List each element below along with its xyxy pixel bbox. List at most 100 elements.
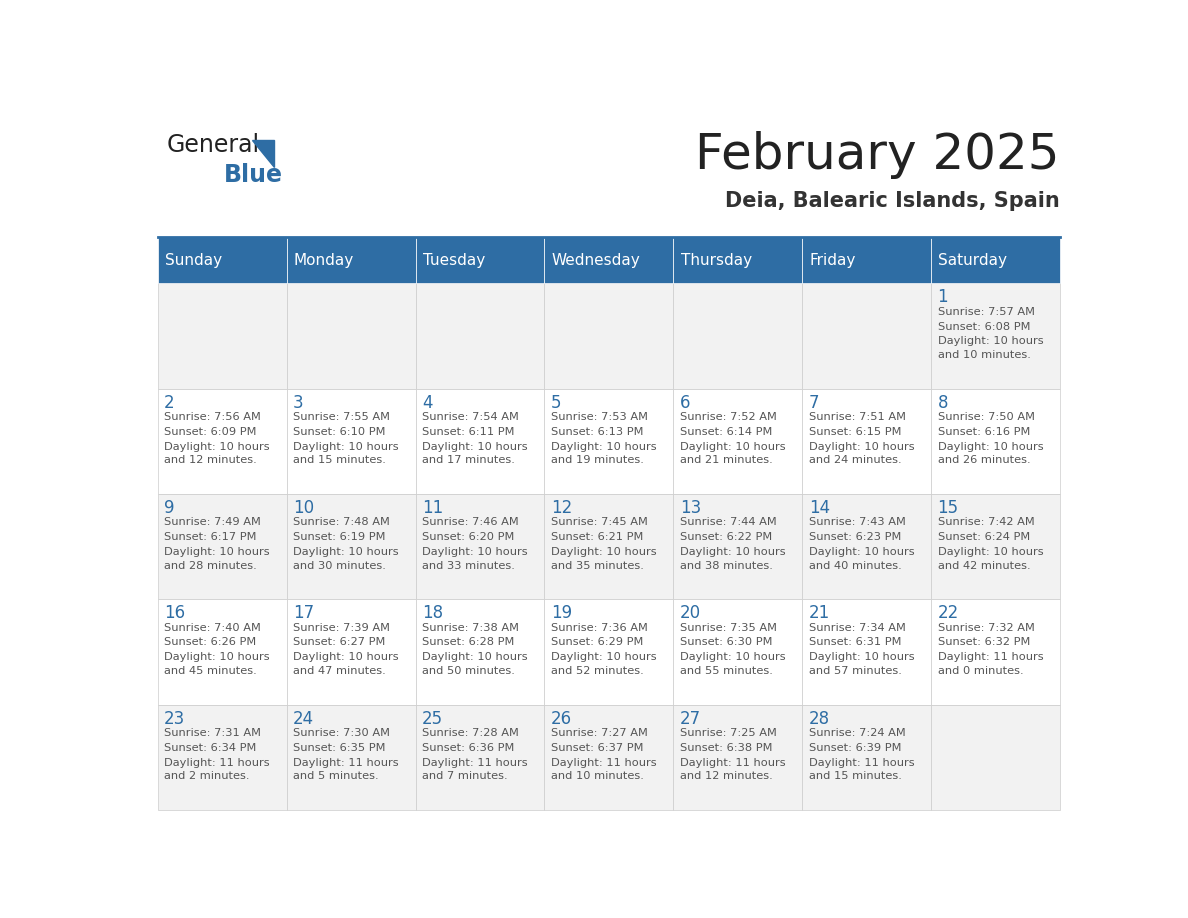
Text: Sunset: 6:36 PM: Sunset: 6:36 PM [422,743,514,753]
FancyBboxPatch shape [931,238,1060,284]
FancyBboxPatch shape [158,238,286,284]
Text: Friday: Friday [809,252,855,268]
Text: Sunrise: 7:28 AM: Sunrise: 7:28 AM [422,728,519,738]
Text: Daylight: 10 hours
and 19 minutes.: Daylight: 10 hours and 19 minutes. [551,442,657,465]
Text: Daylight: 10 hours
and 28 minutes.: Daylight: 10 hours and 28 minutes. [164,547,270,571]
FancyBboxPatch shape [544,284,674,388]
FancyBboxPatch shape [544,705,674,810]
FancyBboxPatch shape [158,388,286,494]
Text: 22: 22 [937,604,959,622]
Text: Daylight: 10 hours
and 35 minutes.: Daylight: 10 hours and 35 minutes. [551,547,657,571]
Text: Sunset: 6:23 PM: Sunset: 6:23 PM [809,532,901,543]
Text: Sunset: 6:09 PM: Sunset: 6:09 PM [164,427,257,437]
Text: Sunrise: 7:50 AM: Sunrise: 7:50 AM [937,412,1035,422]
Text: Sunrise: 7:42 AM: Sunrise: 7:42 AM [937,518,1035,527]
Text: General: General [166,133,260,157]
Text: Saturday: Saturday [939,252,1007,268]
FancyBboxPatch shape [802,705,931,810]
Text: Daylight: 10 hours
and 38 minutes.: Daylight: 10 hours and 38 minutes. [680,547,785,571]
Text: Daylight: 11 hours
and 10 minutes.: Daylight: 11 hours and 10 minutes. [551,757,657,781]
Text: Tuesday: Tuesday [423,252,485,268]
Text: Sunset: 6:20 PM: Sunset: 6:20 PM [422,532,514,543]
Text: Sunset: 6:30 PM: Sunset: 6:30 PM [680,637,772,647]
FancyBboxPatch shape [931,599,1060,705]
FancyBboxPatch shape [674,494,802,599]
Text: Sunrise: 7:45 AM: Sunrise: 7:45 AM [551,518,647,527]
Text: Sunrise: 7:39 AM: Sunrise: 7:39 AM [293,622,390,633]
Text: 19: 19 [551,604,571,622]
Text: Daylight: 10 hours
and 57 minutes.: Daylight: 10 hours and 57 minutes. [809,653,915,676]
Text: Sunrise: 7:51 AM: Sunrise: 7:51 AM [809,412,905,422]
Text: 12: 12 [551,498,573,517]
Text: Sunset: 6:24 PM: Sunset: 6:24 PM [937,532,1030,543]
Text: 26: 26 [551,710,571,728]
Text: Daylight: 10 hours
and 12 minutes.: Daylight: 10 hours and 12 minutes. [164,442,270,465]
Text: Daylight: 10 hours
and 40 minutes.: Daylight: 10 hours and 40 minutes. [809,547,915,571]
FancyBboxPatch shape [931,388,1060,494]
Text: 11: 11 [422,498,443,517]
Text: Sunset: 6:17 PM: Sunset: 6:17 PM [164,532,257,543]
Text: 16: 16 [164,604,185,622]
FancyBboxPatch shape [802,284,931,388]
Text: Daylight: 10 hours
and 45 minutes.: Daylight: 10 hours and 45 minutes. [164,653,270,676]
FancyBboxPatch shape [158,599,286,705]
Text: Daylight: 10 hours
and 15 minutes.: Daylight: 10 hours and 15 minutes. [293,442,399,465]
FancyBboxPatch shape [416,705,544,810]
Text: 10: 10 [293,498,314,517]
Text: 15: 15 [937,498,959,517]
Text: Daylight: 11 hours
and 12 minutes.: Daylight: 11 hours and 12 minutes. [680,757,785,781]
Text: Sunrise: 7:31 AM: Sunrise: 7:31 AM [164,728,261,738]
Text: Daylight: 10 hours
and 10 minutes.: Daylight: 10 hours and 10 minutes. [937,336,1043,360]
Text: 13: 13 [680,498,701,517]
Text: Daylight: 10 hours
and 24 minutes.: Daylight: 10 hours and 24 minutes. [809,442,915,465]
Text: 23: 23 [164,710,185,728]
Text: Sunrise: 7:52 AM: Sunrise: 7:52 AM [680,412,777,422]
FancyBboxPatch shape [416,284,544,388]
Text: 2: 2 [164,394,175,411]
Text: Daylight: 10 hours
and 42 minutes.: Daylight: 10 hours and 42 minutes. [937,547,1043,571]
FancyBboxPatch shape [286,388,416,494]
Text: 6: 6 [680,394,690,411]
Text: Deia, Balearic Islands, Spain: Deia, Balearic Islands, Spain [725,192,1060,211]
FancyBboxPatch shape [416,494,544,599]
Text: Sunrise: 7:56 AM: Sunrise: 7:56 AM [164,412,261,422]
Text: Daylight: 10 hours
and 30 minutes.: Daylight: 10 hours and 30 minutes. [293,547,399,571]
Text: 9: 9 [164,498,175,517]
FancyBboxPatch shape [802,599,931,705]
Text: 3: 3 [293,394,304,411]
Text: Sunrise: 7:48 AM: Sunrise: 7:48 AM [293,518,390,527]
Text: Daylight: 10 hours
and 26 minutes.: Daylight: 10 hours and 26 minutes. [937,442,1043,465]
Text: Sunset: 6:26 PM: Sunset: 6:26 PM [164,637,257,647]
Text: Sunrise: 7:43 AM: Sunrise: 7:43 AM [809,518,905,527]
FancyBboxPatch shape [674,238,802,284]
Text: Sunset: 6:39 PM: Sunset: 6:39 PM [809,743,902,753]
Text: 21: 21 [809,604,830,622]
Text: Sunrise: 7:38 AM: Sunrise: 7:38 AM [422,622,519,633]
Text: 14: 14 [809,498,829,517]
FancyBboxPatch shape [931,494,1060,599]
Text: 28: 28 [809,710,829,728]
Text: 4: 4 [422,394,432,411]
Text: Daylight: 10 hours
and 17 minutes.: Daylight: 10 hours and 17 minutes. [422,442,527,465]
FancyBboxPatch shape [544,494,674,599]
FancyBboxPatch shape [674,599,802,705]
FancyBboxPatch shape [416,388,544,494]
Text: 27: 27 [680,710,701,728]
FancyBboxPatch shape [286,494,416,599]
Text: Sunset: 6:21 PM: Sunset: 6:21 PM [551,532,643,543]
Text: February 2025: February 2025 [695,131,1060,179]
Text: Sunday: Sunday [165,252,222,268]
Text: Sunset: 6:15 PM: Sunset: 6:15 PM [809,427,902,437]
Text: Sunset: 6:29 PM: Sunset: 6:29 PM [551,637,643,647]
Text: 18: 18 [422,604,443,622]
Text: Sunset: 6:32 PM: Sunset: 6:32 PM [937,637,1030,647]
Text: Sunrise: 7:27 AM: Sunrise: 7:27 AM [551,728,647,738]
Text: Sunrise: 7:32 AM: Sunrise: 7:32 AM [937,622,1035,633]
FancyBboxPatch shape [802,238,931,284]
Text: Sunset: 6:34 PM: Sunset: 6:34 PM [164,743,257,753]
Text: Sunset: 6:13 PM: Sunset: 6:13 PM [551,427,644,437]
FancyBboxPatch shape [802,388,931,494]
Text: Sunset: 6:31 PM: Sunset: 6:31 PM [809,637,902,647]
Text: 8: 8 [937,394,948,411]
Text: Sunset: 6:27 PM: Sunset: 6:27 PM [293,637,385,647]
